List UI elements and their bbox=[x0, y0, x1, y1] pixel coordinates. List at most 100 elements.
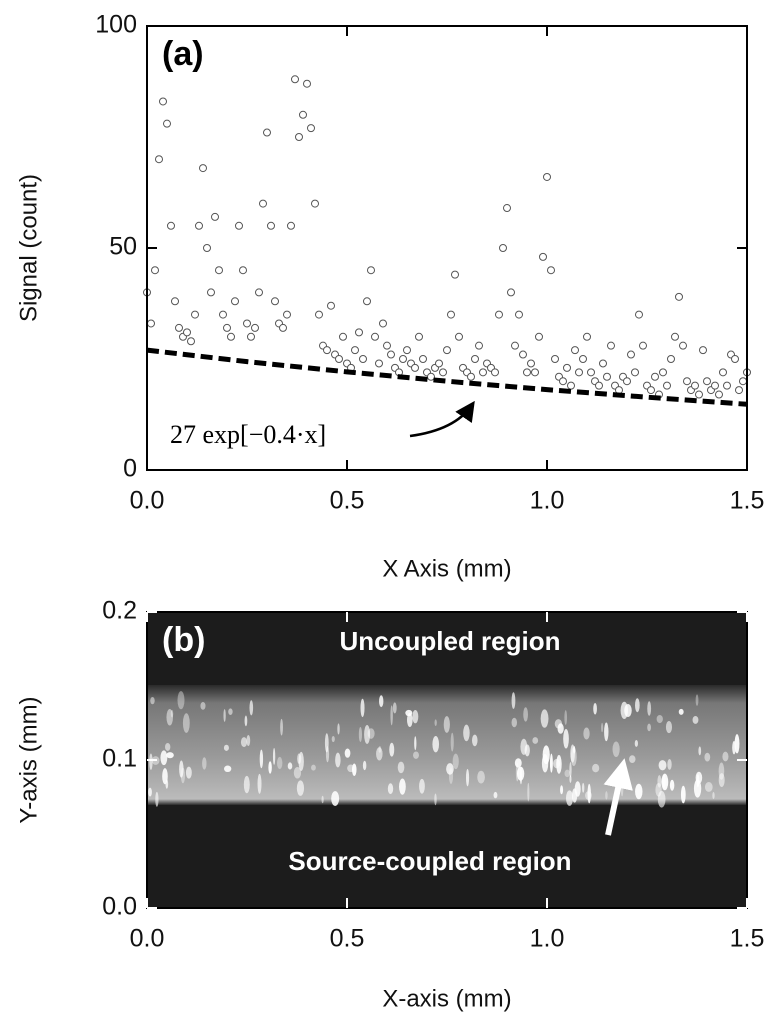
image-speckle bbox=[335, 752, 341, 768]
image-speckle bbox=[574, 781, 581, 797]
data-point bbox=[267, 221, 275, 230]
image-speckle bbox=[177, 691, 185, 710]
image-speckle bbox=[379, 695, 384, 708]
data-point bbox=[495, 310, 503, 319]
data-point bbox=[403, 346, 411, 355]
image-speckle bbox=[560, 785, 564, 795]
data-point bbox=[735, 386, 743, 395]
data-point bbox=[635, 310, 643, 319]
image-speckle bbox=[718, 773, 725, 788]
image-speckle bbox=[704, 782, 713, 792]
data-point bbox=[291, 75, 299, 84]
image-speckle bbox=[244, 715, 248, 727]
image-speckle bbox=[557, 723, 564, 734]
data-point bbox=[147, 319, 155, 328]
y-tick-label: 0.0 bbox=[102, 893, 137, 921]
image-speckle bbox=[434, 719, 437, 726]
data-point bbox=[243, 319, 251, 328]
image-speckle bbox=[246, 735, 251, 747]
y-axis-label: Signal (count) bbox=[15, 174, 42, 322]
image-speckle bbox=[392, 702, 397, 714]
data-point bbox=[231, 297, 239, 306]
data-point bbox=[639, 341, 647, 350]
data-point bbox=[499, 244, 507, 252]
data-point bbox=[659, 368, 667, 377]
data-point bbox=[191, 310, 199, 319]
image-speckle bbox=[293, 766, 302, 779]
data-point bbox=[255, 288, 263, 297]
data-point bbox=[283, 310, 291, 319]
image-speckle bbox=[358, 726, 363, 742]
image-speckle bbox=[583, 727, 590, 740]
data-point bbox=[523, 368, 531, 377]
image-speckle bbox=[695, 771, 703, 784]
data-point bbox=[531, 368, 539, 377]
image-speckle bbox=[722, 751, 729, 762]
data-point bbox=[175, 323, 183, 332]
image-speckle bbox=[165, 779, 169, 789]
image-speckle bbox=[240, 737, 248, 748]
image-speckle bbox=[629, 755, 636, 764]
image-speckle bbox=[223, 765, 232, 773]
image-speckle bbox=[477, 770, 485, 784]
image-speckle bbox=[280, 718, 283, 736]
image-speckle bbox=[160, 750, 168, 766]
y-tick-label: 0.1 bbox=[102, 745, 137, 773]
fit-annotation: 27 exp[−0.4·x] bbox=[170, 420, 326, 449]
image-speckle bbox=[413, 751, 419, 759]
annotation-arrow bbox=[409, 400, 475, 438]
data-point bbox=[467, 372, 475, 381]
data-point bbox=[479, 368, 487, 377]
image-speckle bbox=[657, 775, 662, 788]
image-speckle bbox=[678, 708, 684, 715]
data-point bbox=[287, 221, 295, 230]
data-point bbox=[239, 266, 247, 275]
data-point bbox=[303, 79, 311, 88]
image-speckle bbox=[524, 744, 530, 757]
data-point bbox=[263, 128, 271, 137]
data-point bbox=[503, 204, 511, 213]
data-point bbox=[715, 390, 723, 399]
data-point bbox=[699, 346, 707, 355]
image-speckle bbox=[352, 763, 357, 776]
data-point bbox=[583, 332, 591, 341]
image-speckle bbox=[389, 742, 395, 757]
image-speckle bbox=[542, 745, 550, 765]
image-speckle bbox=[150, 696, 155, 705]
image-speckle bbox=[511, 692, 516, 709]
image-speckle bbox=[179, 760, 184, 778]
data-point bbox=[383, 341, 391, 350]
data-point bbox=[271, 297, 279, 306]
image-speckle bbox=[166, 708, 173, 726]
data-point bbox=[631, 368, 639, 377]
data-point bbox=[307, 124, 315, 133]
image-speckle bbox=[170, 709, 174, 718]
data-point bbox=[575, 368, 583, 377]
data-point bbox=[223, 323, 231, 332]
image-speckle bbox=[405, 709, 413, 717]
fit-line bbox=[146, 347, 748, 407]
image-speckle bbox=[182, 713, 190, 733]
x-tick-label: 0.5 bbox=[330, 925, 365, 953]
data-point bbox=[683, 377, 691, 386]
image-speckle bbox=[414, 736, 417, 751]
image-speckle bbox=[549, 753, 553, 773]
annotation-arrow bbox=[603, 758, 633, 836]
image-speckle bbox=[434, 793, 437, 806]
image-speckle bbox=[387, 783, 394, 795]
data-point bbox=[731, 355, 739, 363]
image-speckle bbox=[202, 757, 207, 770]
data-point bbox=[187, 337, 195, 346]
image-speckle bbox=[471, 734, 478, 747]
data-point bbox=[535, 332, 543, 341]
image-speckle bbox=[635, 698, 640, 713]
image-speckle bbox=[223, 709, 226, 722]
image-speckle bbox=[257, 773, 262, 794]
data-point bbox=[539, 252, 547, 261]
x-axis-label: X Axis (mm) bbox=[382, 555, 511, 582]
data-point bbox=[379, 319, 387, 328]
data-point bbox=[259, 199, 267, 208]
data-point bbox=[427, 372, 435, 381]
plot-frame bbox=[146, 25, 748, 471]
data-point bbox=[603, 372, 611, 381]
